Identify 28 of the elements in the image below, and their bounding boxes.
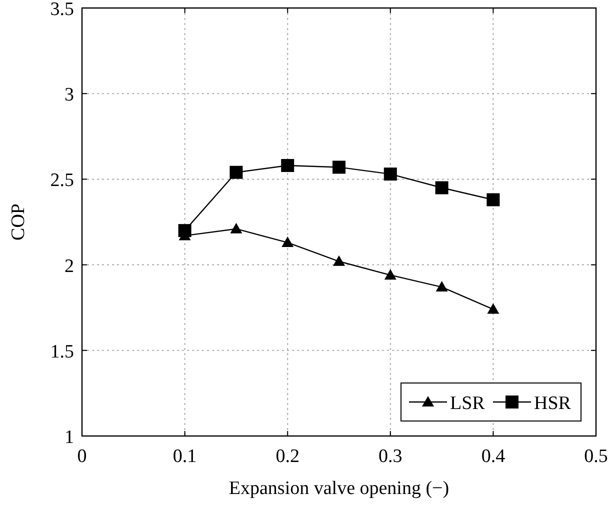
legend-label: HSR (534, 393, 572, 414)
y-tick-label: 1 (64, 427, 74, 448)
point (282, 236, 294, 248)
legend-label: LSR (450, 393, 486, 414)
point (333, 255, 345, 266)
y-tick-label: 2.5 (50, 170, 74, 192)
point (281, 159, 294, 172)
x-tick-label: 0 (77, 446, 87, 467)
point (332, 160, 346, 174)
x-axis-title: Expansion valve opening (−) (228, 478, 450, 499)
point (435, 181, 448, 194)
x-tick-label: 0.3 (378, 446, 402, 467)
y-tick-label: 1.5 (50, 341, 74, 362)
x-tick-label: 0.4 (481, 446, 506, 467)
y-tick-label: 2 (64, 256, 74, 277)
y-axis-title: COP (8, 204, 29, 240)
point (384, 269, 396, 280)
x-tick-label: 0.2 (276, 446, 300, 467)
x-tick-label: 0.1 (172, 446, 197, 467)
point (230, 222, 242, 234)
point (436, 281, 448, 292)
y-tick-label: 3.5 (50, 0, 74, 20)
x-tick-label: 0.5 (584, 446, 608, 467)
point (486, 193, 500, 206)
point (487, 303, 500, 314)
point (384, 168, 397, 181)
y-tick-label: 3 (64, 84, 74, 106)
point (230, 166, 243, 179)
